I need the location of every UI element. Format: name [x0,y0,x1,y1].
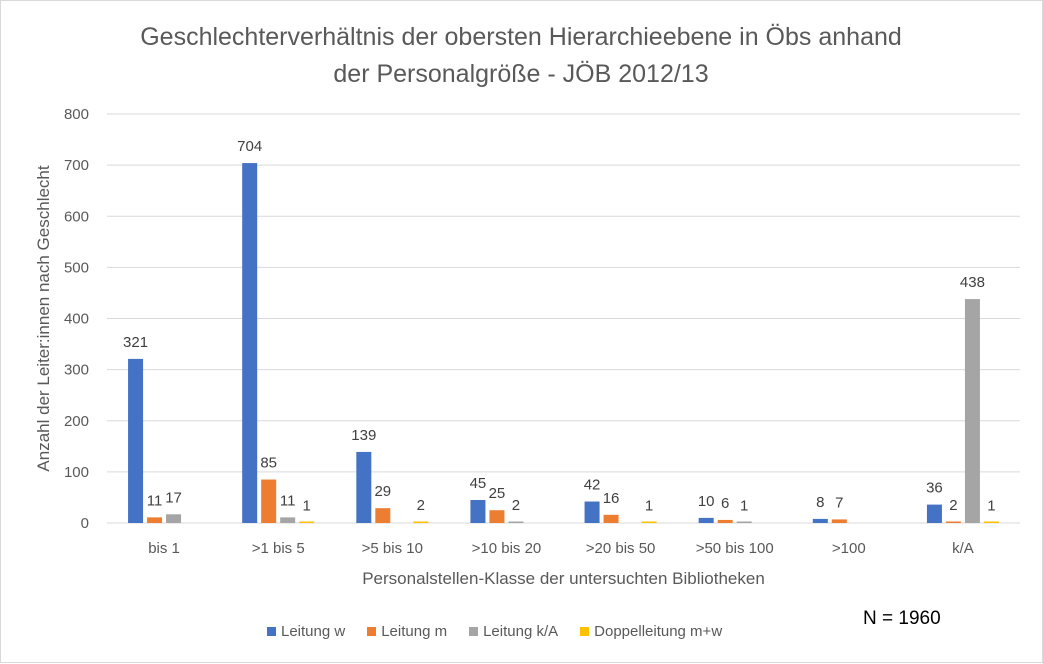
chart-title-line-1: Geschlechterverhältnis der obersten Hier… [140,23,902,51]
data-label: 25 [489,485,506,502]
bar [831,519,847,523]
bar [717,519,733,523]
data-label: 2 [949,497,957,514]
data-label: 42 [584,477,601,494]
x-tick-label: >20 bis 50 [586,540,656,557]
y-tick-label: 500 [64,259,89,276]
legend-label-leitung-m: Leitung m [381,623,448,640]
bar [584,501,600,523]
bar [375,508,391,523]
y-tick-label: 700 [64,157,89,174]
data-label: 1 [987,497,995,514]
data-label: 36 [926,480,943,497]
legend-swatch-doppelleitung [580,627,590,636]
data-label: 45 [470,475,487,492]
bar [926,504,942,523]
x-axis-title: Personalstellen-Klasse der untersuchten … [362,569,765,588]
bar [147,517,163,523]
bar [261,479,277,523]
x-tick-label: >5 bis 10 [362,540,423,557]
data-label: 29 [374,483,391,500]
x-tick-label: >1 bis 5 [252,540,305,557]
data-label: 139 [351,427,376,444]
data-label: 1 [740,497,748,514]
bar [812,518,828,523]
bar [983,521,999,523]
y-tick-label: 600 [64,208,89,225]
sample-size-note: N = 1960 [863,608,941,629]
bar [508,521,524,523]
data-label: 8 [816,494,824,511]
bar [356,451,372,523]
legend-label-doppelleitung: Doppelleitung m+w [594,623,723,640]
legend-item-leitung-m: Leitung m [367,623,447,640]
y-tick-label: 100 [64,464,89,481]
bar [166,514,182,523]
bar [242,163,258,523]
bar [299,521,315,523]
bar [736,521,752,523]
legend-item-leitung-w: Leitung w [267,623,345,640]
y-tick-label: 200 [64,413,89,430]
legend-swatch-leitung-w [267,627,276,636]
x-tick-label: >10 bis 20 [472,540,542,557]
data-label: 7 [835,494,843,511]
data-label: 11 [280,492,296,509]
bar [413,521,429,523]
legend-item-leitung-ka: Leitung k/A [469,623,558,640]
bar [945,521,961,523]
data-label: 6 [721,495,729,512]
data-label: 85 [260,455,277,472]
data-label: 1 [303,497,311,514]
x-tick-label: >50 bis 100 [696,540,774,557]
y-tick-label: 400 [64,311,89,328]
data-label: 2 [417,497,425,514]
data-label: 17 [165,489,182,506]
data-label: 321 [123,334,148,351]
bar [641,521,657,523]
data-label: 438 [960,274,985,291]
legend: Leitung w Leitung m Leitung k/A Doppelle… [267,623,722,640]
legend-label-leitung-w: Leitung w [281,623,346,640]
x-tick-label: bis 1 [148,540,180,557]
data-label: 10 [698,493,715,510]
data-label: 704 [237,138,262,155]
y-axis-title: Anzahl der Leiter:innen nach Geschlecht [34,165,53,471]
y-tick-label: 0 [81,515,89,532]
data-label: 1 [645,497,653,514]
bar [128,358,144,523]
bar [280,517,296,523]
legend-swatch-leitung-m [367,627,377,636]
bar [603,514,619,523]
bar [470,499,486,523]
y-tick-label: 800 [64,106,89,123]
chart-title-line-2: der Personalgröße - JÖB 2012/13 [333,60,709,88]
y-tick-label: 300 [64,362,89,379]
legend-label-leitung-ka: Leitung k/A [483,623,559,640]
data-label: 11 [147,492,163,509]
bar [698,517,714,523]
legend-item-doppelleitung: Doppelleitung m+w [580,623,722,640]
data-label: 2 [512,497,520,514]
bar [964,299,980,523]
x-tick-label: >100 [832,540,866,557]
x-tick-label: k/A [952,540,974,557]
bar [489,510,505,523]
data-label: 16 [603,490,620,507]
legend-swatch-leitung-ka [469,627,479,636]
